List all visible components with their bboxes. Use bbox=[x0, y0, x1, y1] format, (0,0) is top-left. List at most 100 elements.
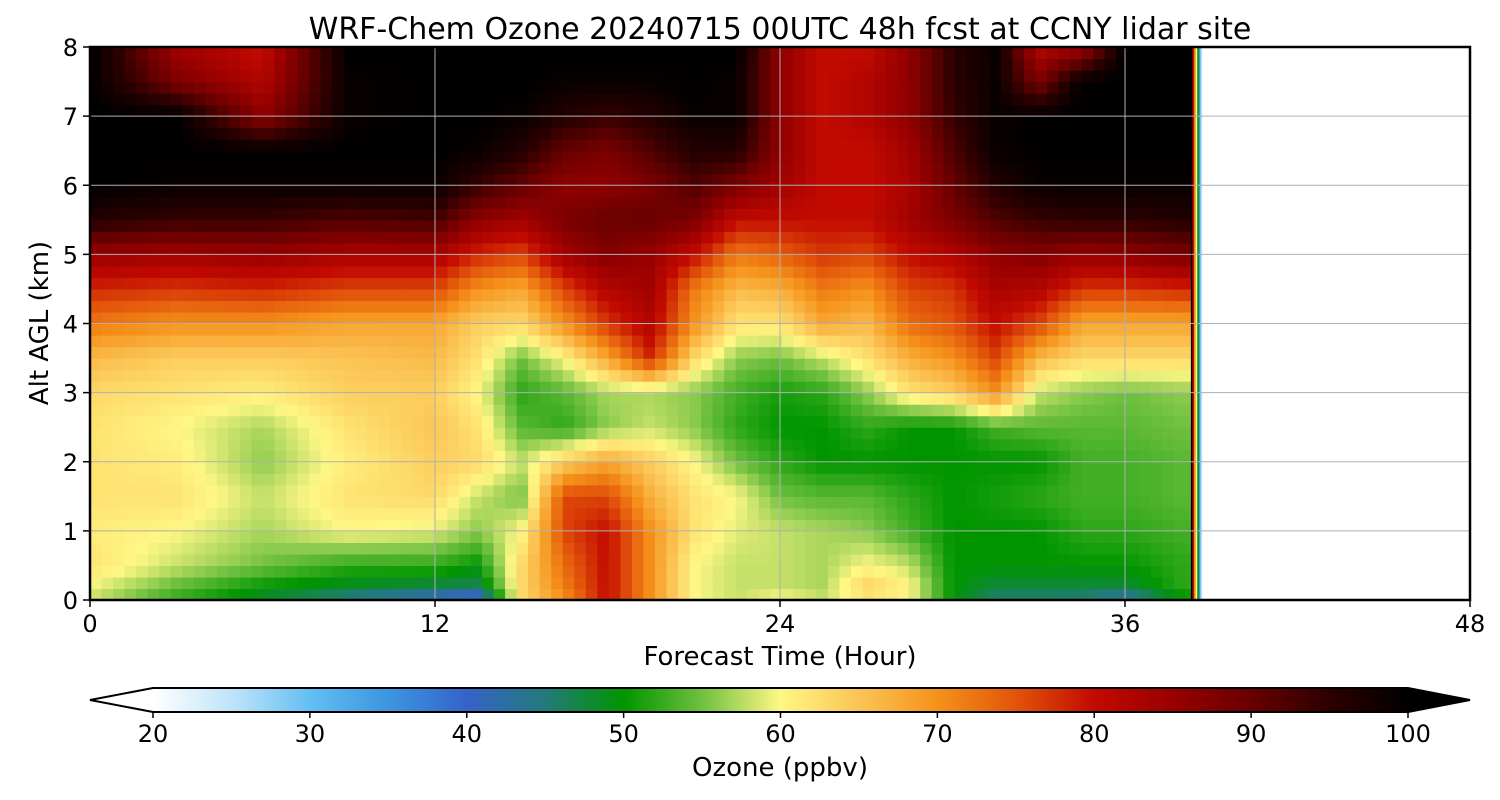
heatmap-cell bbox=[170, 139, 183, 152]
heatmap-cell bbox=[897, 381, 910, 394]
heatmap-cell bbox=[597, 219, 610, 232]
heatmap-cell bbox=[1081, 254, 1094, 267]
heatmap-cell bbox=[770, 392, 783, 405]
heatmap-cell bbox=[297, 576, 310, 590]
heatmap-cell bbox=[793, 519, 806, 532]
heatmap-cell bbox=[182, 427, 195, 440]
heatmap-cell bbox=[793, 104, 806, 117]
heatmap-cell bbox=[343, 588, 356, 600]
heatmap-cell bbox=[827, 219, 841, 232]
heatmap-cell bbox=[539, 507, 552, 520]
heatmap-cell bbox=[90, 335, 103, 348]
heatmap-cell bbox=[931, 311, 944, 325]
heatmap-cell bbox=[274, 565, 287, 578]
heatmap-cell bbox=[1046, 346, 1060, 359]
heatmap-cell bbox=[274, 576, 287, 590]
heatmap-cell bbox=[1127, 254, 1140, 267]
heatmap-cell bbox=[1104, 58, 1117, 71]
heatmap-cell bbox=[1035, 265, 1048, 279]
heatmap-cell bbox=[562, 542, 575, 555]
heatmap-cell bbox=[147, 150, 160, 163]
heatmap-cell bbox=[758, 116, 771, 129]
heatmap-cell bbox=[182, 173, 195, 186]
heatmap-cell bbox=[966, 358, 979, 371]
heatmap-cells bbox=[90, 47, 1203, 600]
heatmap-cell bbox=[366, 196, 379, 209]
heatmap-cell bbox=[493, 254, 506, 267]
heatmap-cell bbox=[862, 93, 875, 106]
heatmap-cell bbox=[389, 288, 402, 302]
heatmap-cell bbox=[747, 185, 760, 198]
heatmap-cell bbox=[620, 438, 633, 451]
heatmap-cell bbox=[816, 553, 829, 567]
heatmap-cell bbox=[897, 565, 910, 578]
heatmap-cell bbox=[850, 242, 864, 255]
heatmap-cell bbox=[977, 530, 990, 543]
heatmap-cell bbox=[1058, 58, 1071, 71]
heatmap-cell bbox=[366, 288, 379, 302]
heatmap-cell bbox=[954, 427, 967, 440]
heatmap-cell bbox=[1058, 415, 1071, 428]
heatmap-cell bbox=[205, 196, 218, 209]
heatmap-cell bbox=[597, 565, 610, 578]
heatmap-cell bbox=[332, 358, 345, 371]
heatmap-cell bbox=[401, 530, 414, 543]
heatmap-cell bbox=[228, 553, 241, 567]
heatmap-cell bbox=[701, 484, 714, 497]
heatmap-cell bbox=[678, 461, 691, 474]
heatmap-cell bbox=[954, 323, 967, 336]
heatmap-cell bbox=[90, 139, 103, 152]
heatmap-cell bbox=[758, 277, 771, 290]
heatmap-cell bbox=[724, 254, 737, 267]
heatmap-cell bbox=[770, 346, 783, 359]
heatmap-cell bbox=[562, 507, 575, 520]
heatmap-cell bbox=[885, 139, 898, 152]
heatmap-cell bbox=[516, 507, 529, 520]
heatmap-cell bbox=[839, 473, 852, 486]
heatmap-cell bbox=[839, 254, 852, 267]
heatmap-cell bbox=[170, 576, 183, 590]
heatmap-cell bbox=[839, 173, 852, 186]
heatmap-cell bbox=[528, 438, 541, 451]
heatmap-cell bbox=[781, 369, 794, 382]
heatmap-cell bbox=[355, 507, 368, 520]
heatmap-cell bbox=[332, 565, 345, 578]
heatmap-cell bbox=[355, 427, 368, 440]
heatmap-cell bbox=[1023, 127, 1037, 140]
heatmap-cell bbox=[816, 116, 829, 129]
heatmap-cell bbox=[770, 323, 783, 336]
heatmap-cell bbox=[1058, 369, 1071, 382]
heatmap-cell bbox=[482, 484, 495, 497]
heatmap-cell bbox=[539, 576, 552, 590]
heatmap-cell bbox=[366, 415, 379, 428]
heatmap-cell bbox=[597, 484, 610, 497]
heatmap-cell bbox=[366, 530, 379, 543]
heatmap-cell bbox=[1058, 127, 1071, 140]
heatmap-cell bbox=[205, 219, 218, 232]
heatmap-cell bbox=[943, 438, 956, 451]
heatmap-cell bbox=[124, 553, 137, 567]
heatmap-cell bbox=[412, 93, 425, 106]
heatmap-cell bbox=[1081, 358, 1094, 371]
heatmap-cell bbox=[597, 438, 610, 451]
heatmap-cell bbox=[113, 104, 126, 117]
heatmap-cell bbox=[1116, 162, 1129, 175]
heatmap-cell bbox=[274, 542, 287, 555]
heatmap-cell bbox=[585, 196, 598, 209]
heatmap-cell bbox=[816, 392, 829, 405]
heatmap-cell bbox=[977, 438, 990, 451]
heatmap-cell bbox=[724, 127, 737, 140]
heatmap-cell bbox=[1162, 288, 1175, 302]
heatmap-cell bbox=[516, 127, 529, 140]
heatmap-cell bbox=[631, 116, 645, 129]
heatmap-cell bbox=[378, 323, 391, 336]
heatmap-cell bbox=[113, 369, 126, 382]
heatmap-cell bbox=[931, 277, 944, 290]
heatmap-cell bbox=[1127, 404, 1140, 417]
heatmap-cell bbox=[770, 576, 783, 590]
heatmap-cell bbox=[332, 219, 345, 232]
heatmap-cell bbox=[620, 507, 633, 520]
heatmap-cell bbox=[1023, 265, 1037, 279]
heatmap-cell bbox=[435, 335, 449, 348]
heatmap-cell bbox=[908, 530, 921, 543]
